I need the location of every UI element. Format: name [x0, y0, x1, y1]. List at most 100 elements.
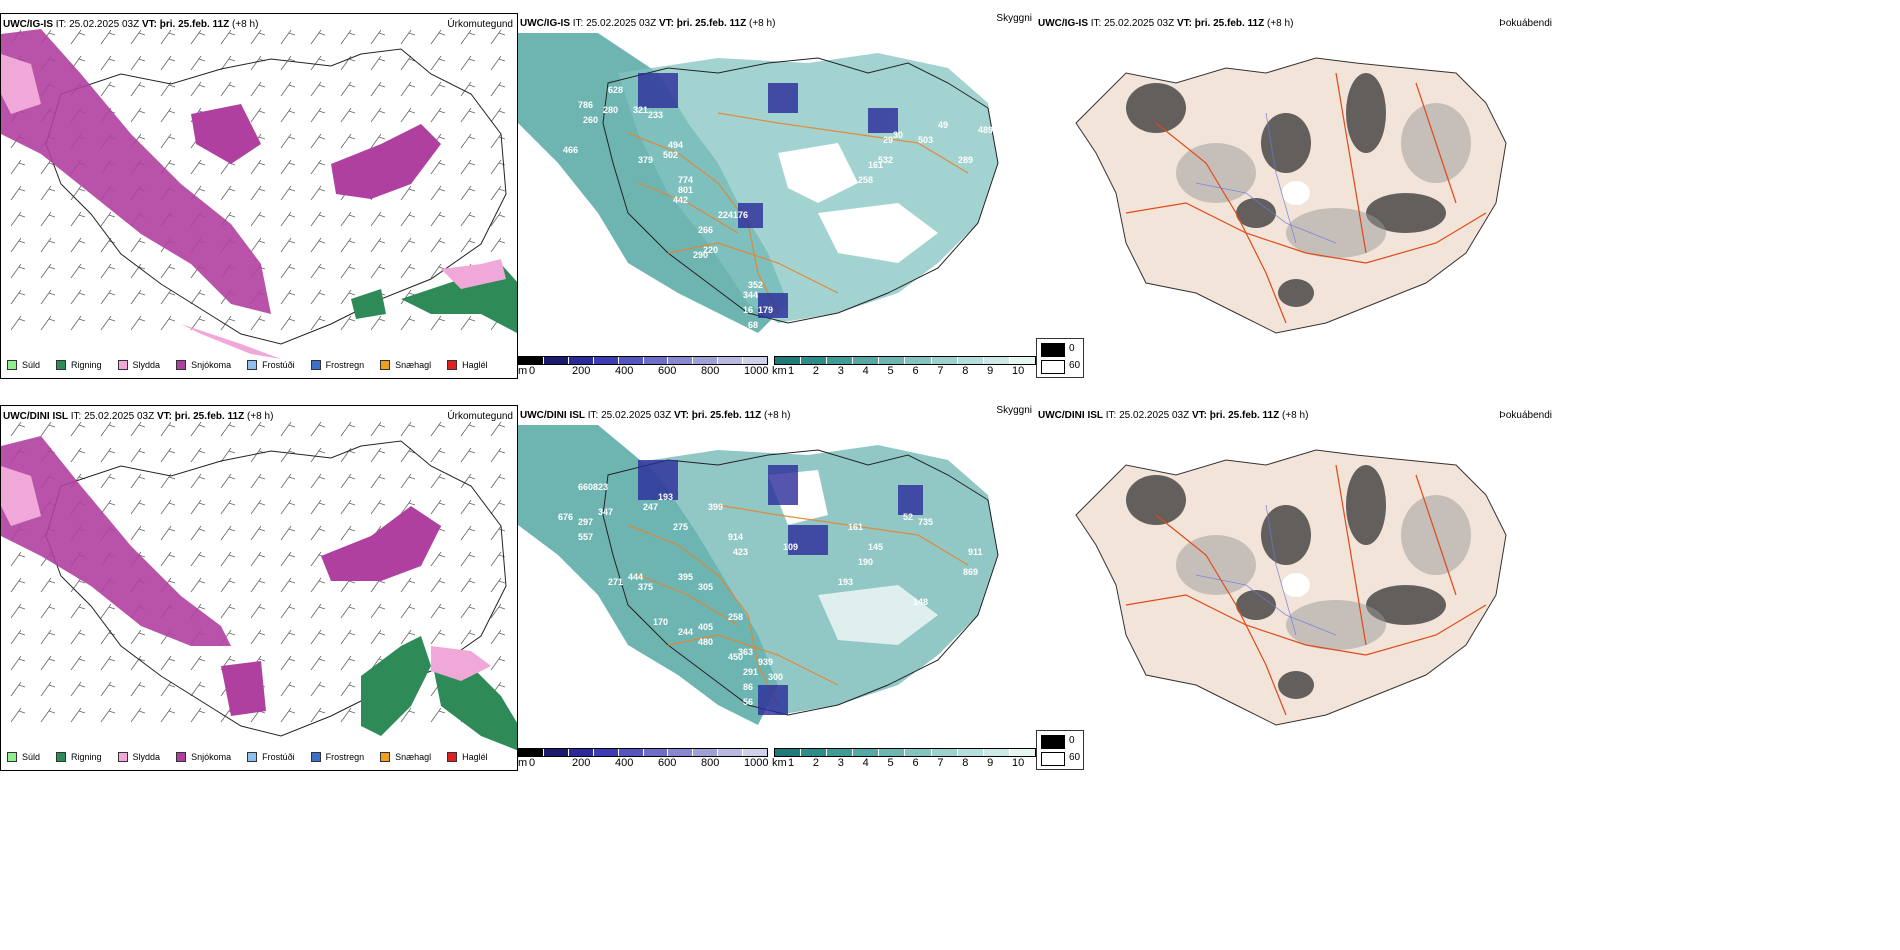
- ceiling-label: 290: [693, 250, 708, 260]
- wind-barb: [70, 289, 86, 305]
- wind-barb: [160, 707, 176, 723]
- colorbar-step: [519, 749, 544, 756]
- wind-barb: [280, 655, 296, 671]
- wind-barb: [220, 29, 236, 45]
- ceiling-label: 56: [743, 697, 753, 707]
- ceiling-ticks: 0 200 400 600 800 1000: [529, 365, 769, 379]
- ceiling-label: 30: [893, 130, 903, 140]
- wind-barb: [280, 185, 296, 201]
- wind-barb: [70, 237, 86, 253]
- wind-barb: [250, 237, 266, 253]
- wind-barb: [190, 55, 206, 71]
- wind-barb: [100, 603, 116, 619]
- colorbar-tick-label: 400: [615, 757, 634, 769]
- cloud-map: 660 823 676 297 557 347 247 275 193 399 914 423 109 3…: [518, 425, 999, 725]
- model-title: UWC/DINI ISL IT: 25.02.2025 03Z VT: þri.…: [520, 410, 791, 421]
- ceiling-label: 911: [968, 547, 983, 557]
- wind-barb: [280, 629, 296, 645]
- wind-barb: [310, 81, 326, 97]
- fog-legend-high: 0: [1069, 735, 1075, 746]
- ceiling-label: 86: [743, 682, 753, 692]
- wind-barb: [460, 315, 476, 331]
- wind-barb: [130, 315, 146, 331]
- wind-barb: [190, 681, 206, 697]
- wind-barb: [100, 707, 116, 723]
- wind-barb: [160, 29, 176, 45]
- wind-barb: [130, 237, 146, 253]
- wind-barb: [430, 81, 446, 97]
- wind-barb: [100, 499, 116, 515]
- wind-barb: [490, 525, 506, 541]
- colorbar-step: [905, 357, 932, 364]
- wind-barb: [220, 525, 236, 541]
- wind-barb: [40, 629, 56, 645]
- wind-barb: [340, 655, 356, 671]
- wind-barb: [310, 577, 326, 593]
- wind-barb: [310, 421, 326, 437]
- colorbar-tick-label: 600: [658, 757, 677, 769]
- colorbar-step: [957, 357, 984, 364]
- ceiling-ticks: 0 200 400 600 800 1000: [529, 757, 768, 771]
- precip-map: [1, 29, 517, 359]
- colorbar-step: [693, 749, 719, 756]
- wind-barb: [490, 603, 506, 619]
- ceiling-label: 170: [653, 617, 668, 627]
- wind-barb: [190, 81, 206, 97]
- wind-barb: [310, 315, 326, 331]
- wind-barb: [250, 525, 266, 541]
- ceiling-label: 193: [658, 492, 673, 502]
- colorbar-tick-label: 800: [701, 757, 720, 769]
- wind-barb: [250, 211, 266, 227]
- precip-map: [1, 421, 517, 751]
- legend-item: Rigning: [56, 752, 102, 762]
- wind-barb: [70, 211, 86, 227]
- ceiling-label: 247: [643, 502, 658, 512]
- wind-barb: [400, 81, 416, 97]
- ceiling-label: 275: [673, 522, 688, 532]
- wind-barb: [400, 263, 416, 279]
- ceiling-label: 801: [678, 185, 693, 195]
- ceiling-label: 258: [858, 175, 873, 185]
- wind-barb: [430, 55, 446, 71]
- wind-barb: [340, 263, 356, 279]
- wind-barb: [70, 603, 86, 619]
- wind-barb: [250, 473, 266, 489]
- wind-barb: [490, 499, 506, 515]
- wind-barb: [100, 473, 116, 489]
- colorbar-step: [879, 357, 906, 364]
- colorbar-tick-label: 8: [962, 757, 969, 769]
- wind-barb: [370, 421, 386, 437]
- legend-item: Frostúði: [247, 752, 295, 762]
- wind-barb: [70, 629, 86, 645]
- wind-barb: [10, 629, 26, 645]
- wind-barb: [400, 447, 416, 463]
- wind-barb: [250, 603, 266, 619]
- wind-barb: [190, 447, 206, 463]
- wind-barb: [70, 655, 86, 671]
- wind-barb: [280, 681, 296, 697]
- colorbar-step: [618, 357, 644, 364]
- wind-barb: [280, 133, 296, 149]
- ceiling-label: 161: [868, 160, 883, 170]
- wind-barb: [310, 211, 326, 227]
- wind-barb: [130, 289, 146, 305]
- wind-barb: [160, 447, 176, 463]
- ceiling-label: 266: [698, 225, 713, 235]
- ceiling-label: 190: [858, 557, 873, 567]
- wind-barb: [460, 499, 476, 515]
- wind-barb: [130, 499, 146, 515]
- wind-barb: [190, 525, 206, 541]
- wind-barb: [10, 237, 26, 253]
- wind-barb: [250, 551, 266, 567]
- ceiling-label: 379: [638, 155, 653, 165]
- wind-barb: [70, 577, 86, 593]
- wind-barb: [160, 551, 176, 567]
- wind-barb: [160, 133, 176, 149]
- wind-barb: [100, 81, 116, 97]
- ceiling-label: 148: [913, 597, 928, 607]
- fog-map: [1075, 57, 1507, 334]
- wind-barb: [490, 237, 506, 253]
- wind-barb: [190, 655, 206, 671]
- colorbar-tick-label: 1000: [744, 365, 769, 377]
- colorbar-step: [568, 749, 594, 756]
